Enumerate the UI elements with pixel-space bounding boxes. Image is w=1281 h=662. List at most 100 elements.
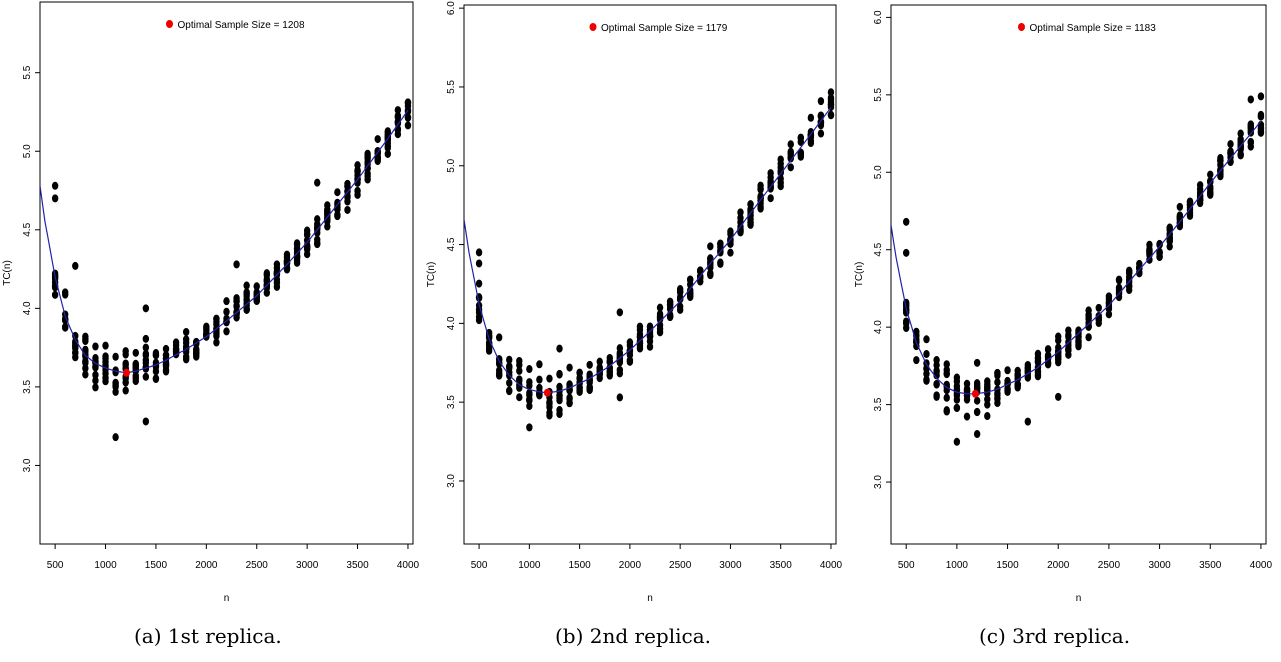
data-point (1004, 366, 1011, 375)
data-point (344, 205, 351, 214)
data-point (233, 313, 240, 322)
y-axis-label: TC(n) (854, 262, 865, 288)
data-point (132, 374, 139, 383)
x-tick-label: 1000 (94, 560, 117, 571)
data-point (616, 366, 624, 375)
data-point (1146, 247, 1153, 256)
data-point (374, 154, 381, 163)
data-point (984, 382, 991, 391)
data-point (516, 366, 523, 375)
caption-1st-replica: (a) 1st replica. (134, 624, 282, 648)
data-point (1247, 126, 1254, 135)
data-point (334, 188, 341, 197)
data-point (1136, 259, 1143, 268)
y-tick-label: 4.5 (873, 242, 884, 256)
data-point (606, 370, 613, 379)
data-point (1065, 346, 1072, 355)
data-point (142, 349, 150, 358)
y-tick-label: 4.0 (873, 320, 884, 334)
data-point (737, 218, 744, 227)
data-point (963, 412, 971, 421)
data-point (576, 386, 583, 395)
data-point (1247, 120, 1254, 129)
x-tick-label: 3500 (770, 560, 793, 571)
data-point (1044, 360, 1052, 369)
data-point (817, 97, 825, 106)
data-point (616, 308, 624, 317)
data-point (656, 324, 664, 333)
data-point (1247, 138, 1254, 147)
data-point (777, 174, 784, 183)
data-point (636, 322, 644, 331)
data-point (112, 368, 119, 377)
data-point (384, 127, 391, 136)
data-point (172, 341, 180, 350)
data-point (1176, 202, 1184, 211)
y-tick-label: 5.0 (22, 144, 33, 158)
data-point (546, 374, 553, 383)
y-tick-label: 3.0 (446, 474, 457, 488)
plot-frame (39, 1, 414, 545)
legend-label: Optimal Sample Size = 1183 (1030, 23, 1157, 34)
data-point (354, 190, 361, 199)
fitted-curve (40, 110, 409, 374)
data-point (984, 400, 991, 409)
legend-label: Optimal Sample Size = 1208 (178, 20, 305, 31)
data-point (223, 307, 230, 316)
data-point (354, 166, 361, 175)
y-tick-label: 5.0 (873, 165, 884, 179)
data-point (1207, 189, 1214, 198)
optimal-point (971, 389, 979, 398)
data-point (757, 184, 764, 193)
data-point (717, 259, 724, 268)
y-axis-label: TC(n) (2, 260, 13, 286)
data-point (526, 423, 533, 432)
data-point (707, 242, 714, 251)
x-tick-label: 1500 (568, 560, 591, 571)
data-point (903, 317, 910, 326)
data-point (62, 322, 69, 331)
data-point (636, 341, 644, 350)
y-tick-label: 5.5 (873, 87, 884, 101)
data-point (51, 181, 59, 190)
data-point (273, 282, 281, 291)
data-point (1065, 326, 1072, 335)
data-point (1176, 222, 1184, 231)
data-point (102, 377, 109, 386)
data-point (727, 239, 734, 248)
data-point (72, 261, 79, 270)
data-point (923, 375, 930, 384)
data-point (142, 372, 150, 381)
optimal-point (122, 368, 130, 377)
y-tick-label: 5.0 (446, 158, 457, 172)
data-point (827, 111, 835, 120)
data-point (516, 356, 523, 365)
data-point (566, 399, 573, 408)
data-point (1085, 322, 1092, 331)
data-point (973, 396, 981, 405)
data-point (933, 391, 940, 400)
data-point (943, 360, 950, 369)
data-point (182, 335, 190, 344)
data-point (973, 430, 981, 439)
data-point (797, 137, 805, 146)
data-point (827, 88, 835, 97)
data-point (1237, 129, 1244, 138)
data-point (142, 343, 150, 352)
data-point (616, 344, 624, 353)
data-point (1095, 303, 1102, 312)
y-tick-label: 5.5 (22, 65, 33, 79)
data-point (546, 411, 553, 420)
plot-frame (890, 4, 1267, 545)
data-point (943, 370, 950, 379)
data-point (817, 111, 825, 120)
data-point (687, 288, 694, 297)
data-point (303, 245, 311, 254)
data-point (92, 376, 99, 385)
data-point (82, 337, 89, 346)
data-point (1044, 351, 1052, 360)
data-point (1024, 373, 1032, 382)
y-tick-label: 3.5 (873, 397, 884, 411)
x-tick-label: 500 (471, 560, 488, 571)
data-point (314, 178, 321, 187)
